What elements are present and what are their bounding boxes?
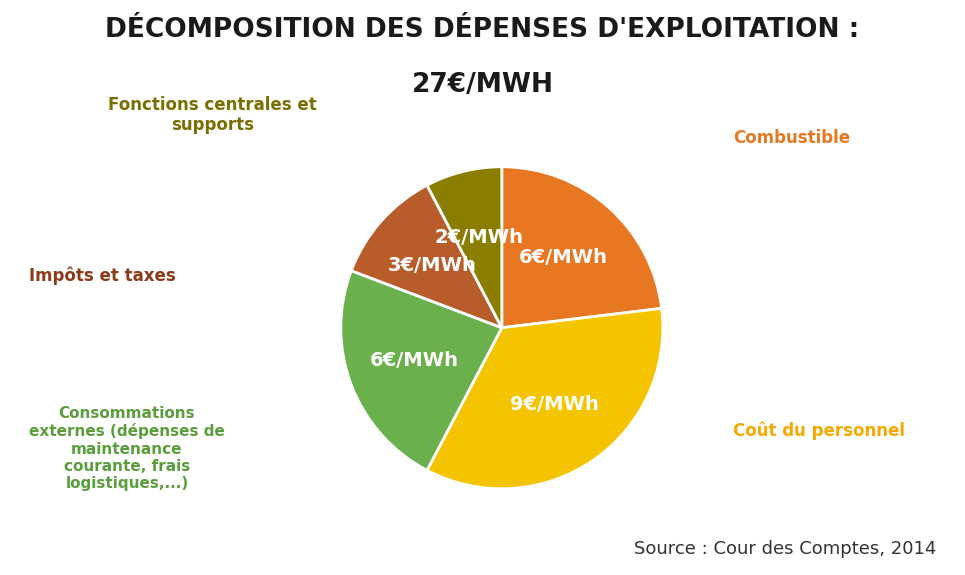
Text: 2€/MWh: 2€/MWh (435, 228, 524, 247)
Text: 27€/MWH: 27€/MWH (411, 72, 554, 98)
Text: 6€/MWh: 6€/MWh (370, 351, 459, 370)
Text: Combustible: Combustible (733, 129, 850, 147)
Wedge shape (341, 271, 502, 470)
Text: Source : Cour des Comptes, 2014: Source : Cour des Comptes, 2014 (634, 540, 936, 558)
Text: Fonctions centrales et
supports: Fonctions centrales et supports (108, 95, 317, 135)
Wedge shape (351, 185, 502, 328)
Wedge shape (427, 308, 663, 489)
Text: Consommations
externes (dépenses de
maintenance
courante, frais
logistiques,...): Consommations externes (dépenses de main… (29, 405, 225, 492)
Text: 6€/MWh: 6€/MWh (519, 248, 608, 267)
Text: 9€/MWh: 9€/MWh (510, 395, 599, 414)
Text: DÉCOMPOSITION DES DÉPENSES D'EXPLOITATION :: DÉCOMPOSITION DES DÉPENSES D'EXPLOITATIO… (105, 17, 860, 43)
Text: Impôts et taxes: Impôts et taxes (29, 267, 176, 285)
Wedge shape (427, 167, 502, 328)
Text: Coût du personnel: Coût du personnel (733, 422, 905, 440)
Wedge shape (502, 167, 662, 328)
Text: 3€/MWh: 3€/MWh (388, 256, 477, 275)
